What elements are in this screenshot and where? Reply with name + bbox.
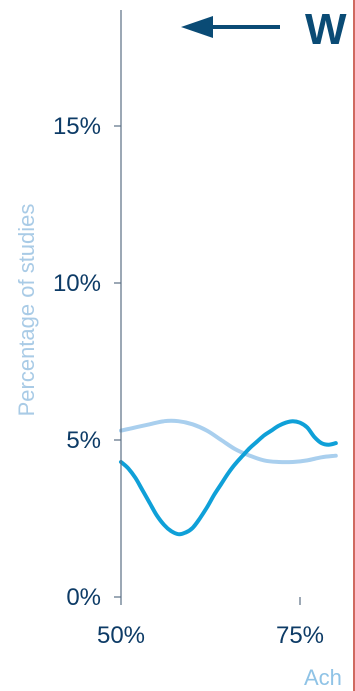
x-axis-ticks: 50% 75% <box>97 597 324 649</box>
y-tick-label: 10% <box>53 270 101 297</box>
left-arrow-icon <box>181 16 280 38</box>
series-line-2 <box>119 419 338 537</box>
y-tick-label: 15% <box>53 113 101 140</box>
x-tick-label: 75% <box>276 622 324 649</box>
plot-lines <box>119 418 338 537</box>
chart-title: W <box>305 5 347 54</box>
series-line-1 <box>119 418 338 465</box>
y-axis-ticks: 0% 5% 10% 15% <box>53 113 121 611</box>
x-axis-label: Ach <box>304 665 342 690</box>
y-tick-label: 0% <box>66 584 101 611</box>
x-tick-label: 50% <box>97 622 145 649</box>
y-axis-label: Percentage of studies <box>14 204 39 417</box>
y-tick-label: 5% <box>66 427 101 454</box>
